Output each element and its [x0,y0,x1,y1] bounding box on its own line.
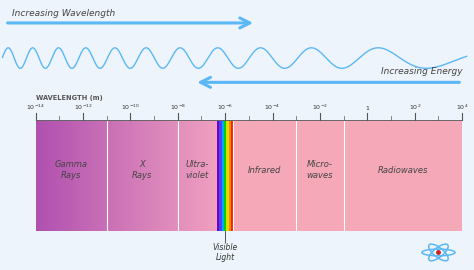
Bar [233,120,462,231]
Text: X
Rays: X Rays [132,160,152,180]
Text: Visible
Light: Visible Light [212,243,238,262]
Text: Radiowaves: Radiowaves [378,166,428,175]
Text: Ultra-
violet: Ultra- violet [186,160,209,180]
Text: Micro-
waves: Micro- waves [307,160,333,180]
Text: Increasing Energy: Increasing Energy [381,67,462,76]
Text: Infrared: Infrared [248,166,282,175]
Bar [217,120,219,231]
Text: $10^{-6}$: $10^{-6}$ [217,103,233,112]
Text: $10^{-8}$: $10^{-8}$ [170,103,186,112]
Text: $10^{-14}$: $10^{-14}$ [26,103,45,112]
Text: $10^{-4}$: $10^{-4}$ [264,103,281,112]
Text: Gamma
Rays: Gamma Rays [55,160,88,180]
Bar [221,120,224,231]
Bar [231,120,233,231]
Bar [224,120,227,231]
Text: $1$: $1$ [365,104,370,112]
Bar [228,120,231,231]
Bar [227,120,228,231]
Text: WAVELENGTH (m): WAVELENGTH (m) [36,95,102,101]
Text: $10^{-2}$: $10^{-2}$ [312,103,328,112]
Text: Increasing Wavelength: Increasing Wavelength [12,9,115,18]
Text: $10^{-10}$: $10^{-10}$ [121,103,140,112]
Text: $10^{4}$: $10^{4}$ [456,103,468,112]
Text: $10^{-12}$: $10^{-12}$ [73,103,92,112]
Bar [219,120,222,231]
Text: $10^{2}$: $10^{2}$ [409,103,421,112]
